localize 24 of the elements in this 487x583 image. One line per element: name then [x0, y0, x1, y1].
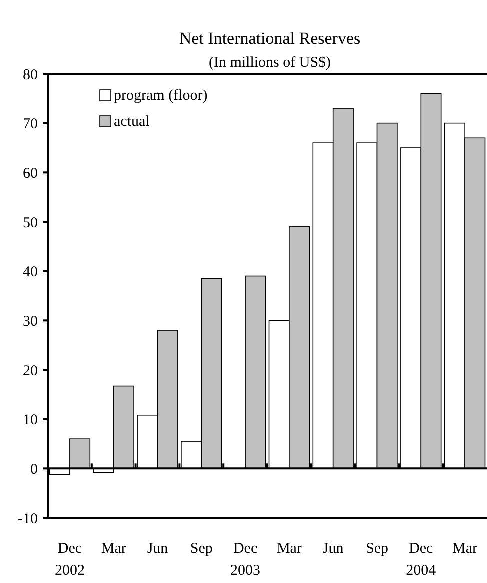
y-tick-label: 50	[23, 215, 38, 232]
x-tick-label: Sep	[366, 541, 388, 557]
y-tick-label: -10	[18, 511, 38, 528]
x-tick-label: Dec 2004	[406, 541, 437, 579]
chart-title: Net International Reserves	[179, 29, 361, 48]
x-tick-label: Jun	[322, 541, 344, 557]
x-tick-label: Mar	[276, 541, 302, 557]
x-tick-label: Jun	[147, 541, 169, 557]
x-tick-label: Dec 2002	[54, 541, 85, 579]
y-tick-label: 70	[23, 116, 38, 133]
y-tick-label: 60	[23, 166, 38, 182]
x-tick-label: Mar	[101, 541, 126, 557]
x-tick-label: Dec 2003	[230, 541, 261, 579]
legend-label: program (floor)	[114, 88, 208, 104]
legend-label: actual	[114, 114, 150, 130]
y-tick-label: 20	[23, 363, 38, 380]
y-tick-label: 40	[23, 264, 38, 281]
x-tick-label: Sep	[190, 541, 213, 557]
chart-subtitle: (In millions of US$)	[208, 55, 332, 71]
y-tick-label: 30	[23, 314, 38, 330]
y-tick-label: 10	[23, 412, 38, 429]
x-tick-label: Mar	[452, 541, 478, 557]
y-tick-label: 0	[30, 462, 38, 478]
y-tick-label: 80	[23, 67, 38, 84]
